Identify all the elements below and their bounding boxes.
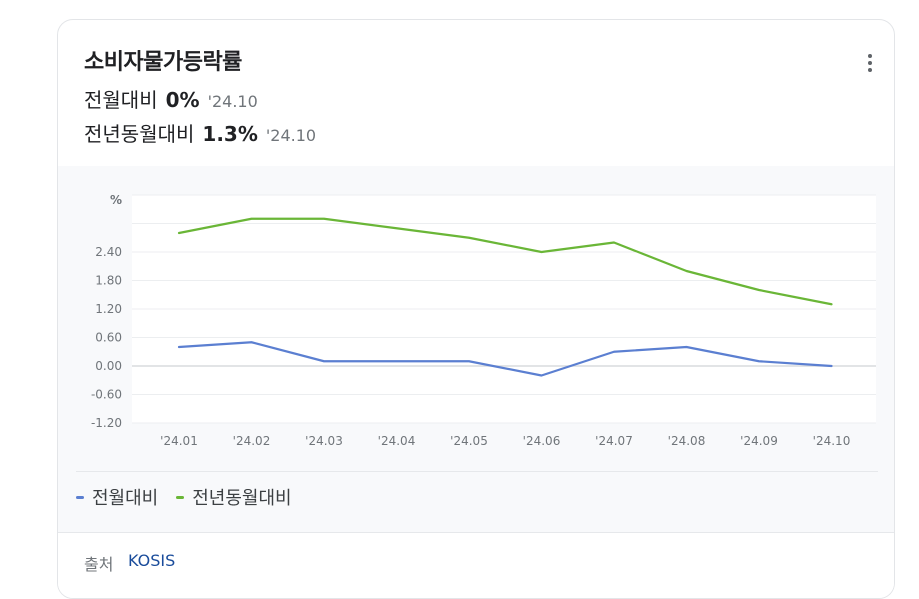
- stat-mom-label: 전월대비: [84, 88, 158, 112]
- y-tick-label: -0.60: [91, 388, 122, 402]
- x-tick-label: '24.06: [523, 434, 561, 448]
- source-label: 출처: [84, 555, 114, 574]
- more-dot: [868, 61, 872, 65]
- chart-legend: 전월대비 전년동월대비: [76, 484, 310, 510]
- stat-mom: 전월대비 0% '24.10: [84, 84, 258, 113]
- more-dot: [868, 68, 872, 72]
- y-tick-label: 0.60: [95, 331, 122, 345]
- legend-divider: [76, 471, 878, 472]
- x-tick-label: '24.08: [668, 434, 706, 448]
- stat-yoy: 전년동월대비 1.3% '24.10: [84, 118, 316, 147]
- more-dot: [868, 54, 872, 58]
- x-tick-label: '24.01: [160, 434, 198, 448]
- x-tick-label: '24.07: [595, 434, 633, 448]
- source-link[interactable]: KOSIS: [128, 551, 176, 570]
- stat-yoy-period: '24.10: [265, 126, 317, 145]
- card-title: 소비자물가등락률: [84, 50, 242, 75]
- x-tick-label: '24.03: [305, 434, 343, 448]
- legend-swatch-yoy: [176, 495, 185, 499]
- legend-label-yoy: 전년동월대비: [192, 488, 292, 509]
- series-line-mom: [177, 341, 833, 377]
- y-tick-label: -1.20: [91, 416, 122, 430]
- x-tick-label: '24.05: [450, 434, 488, 448]
- y-tick-label: 1.20: [95, 302, 122, 316]
- stat-yoy-value: 1.3%: [202, 122, 258, 146]
- series-line-yoy: [177, 217, 833, 306]
- stat-card: 소비자물가등락률 전월대비 0% '24.10 전년동월대비 1.3% '24.10 2…: [57, 19, 895, 599]
- stat-mom-period: '24.10: [207, 92, 258, 111]
- y-tick-label: 1.80: [95, 274, 122, 288]
- x-tick-label: '24.04: [378, 434, 416, 448]
- legend-item-mom[interactable]: 전월대비: [76, 484, 158, 510]
- source-bar: 출처 KOSIS: [58, 532, 894, 598]
- x-tick-label: '24.09: [740, 434, 778, 448]
- chart-area: 2.40 1.80 1.20 0.60 0.00 -0.60 -1.20% '24.01 '24…: [58, 166, 895, 532]
- legend-swatch-mom: [76, 495, 84, 499]
- legend-item-yoy[interactable]: 전년동월대비: [176, 484, 292, 510]
- y-axis-label: %: [110, 193, 122, 207]
- stat-mom-value: 0%: [165, 88, 200, 112]
- y-tick-label: 0.00: [95, 359, 122, 373]
- y-tick-label: 2.40: [95, 245, 122, 259]
- x-tick-label: '24.10: [813, 434, 851, 448]
- legend-label-mom: 전월대비: [92, 488, 159, 509]
- more-vert-icon[interactable]: [858, 50, 882, 76]
- line-chart[interactable]: 2.40 1.80 1.20 0.60 0.00 -0.60 -1.20% '24.01 '24…: [58, 166, 895, 466]
- x-tick-label: '24.02: [233, 434, 271, 448]
- stat-yoy-label: 전년동월대비: [84, 122, 195, 146]
